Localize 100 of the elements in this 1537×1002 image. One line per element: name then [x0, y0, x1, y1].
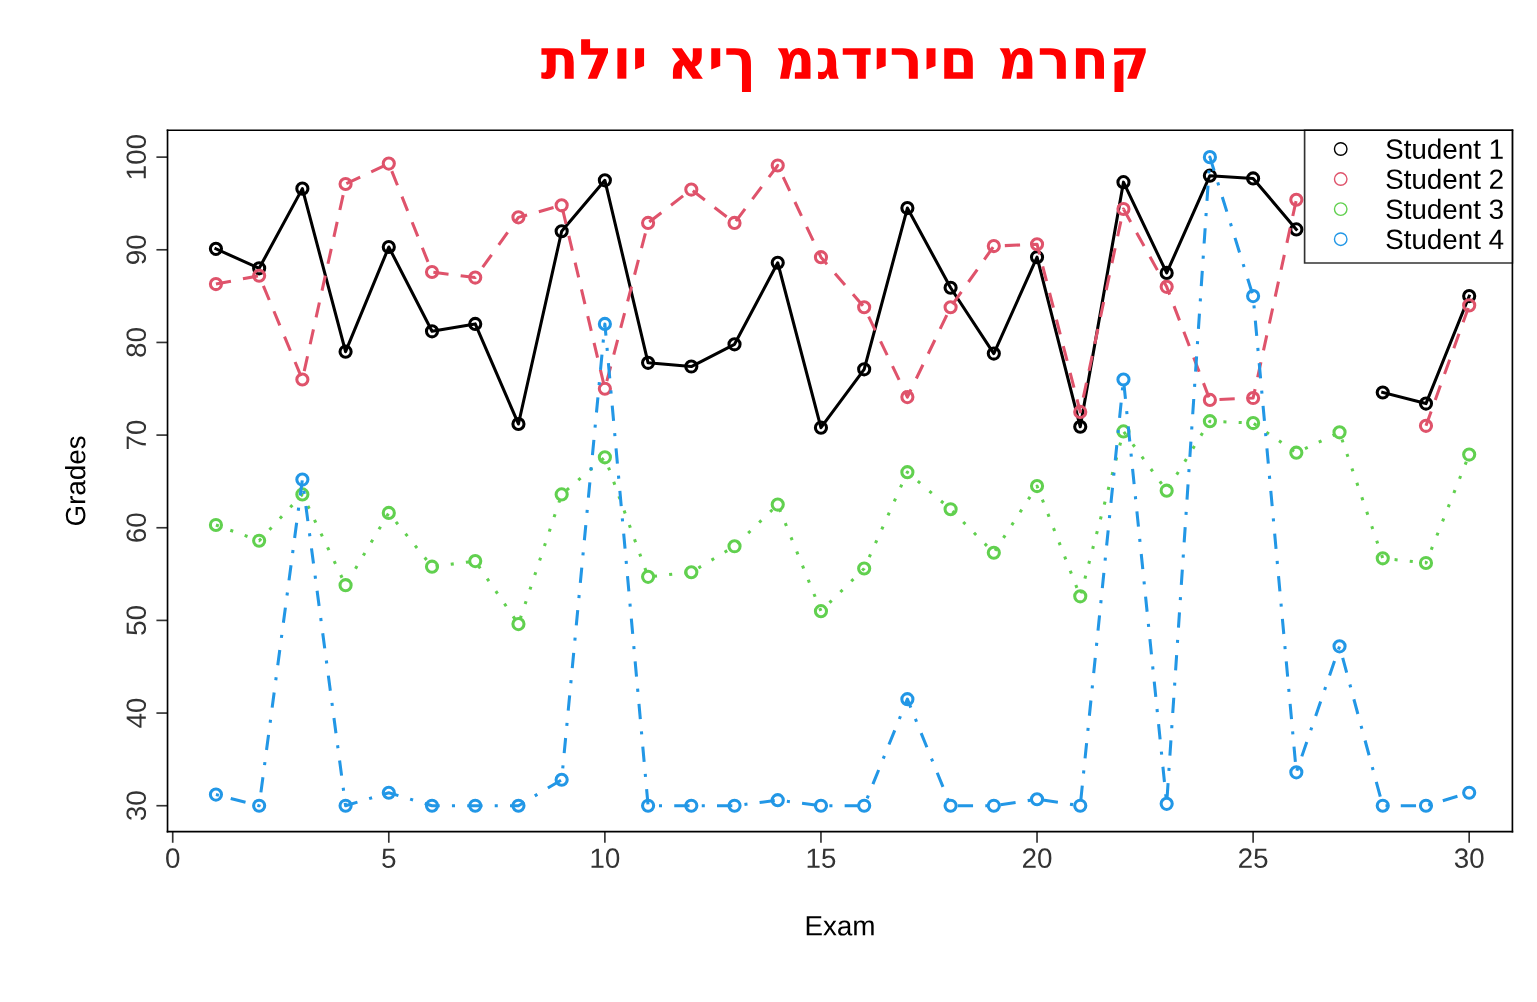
- y-tick-label: 40: [126, 698, 147, 728]
- point: [1418, 555, 1434, 571]
- point: [1116, 175, 1131, 190]
- point: [1073, 404, 1088, 420]
- point: [1116, 372, 1131, 387]
- point: [1029, 792, 1045, 807]
- point: [900, 201, 915, 216]
- point: [1246, 390, 1261, 406]
- point: [770, 255, 785, 270]
- legend-label: Student 4: [1386, 228, 1504, 250]
- point: [857, 798, 872, 813]
- point: [511, 798, 526, 813]
- point: [511, 416, 526, 432]
- point: [986, 238, 1001, 254]
- point: [943, 502, 958, 517]
- point: [684, 182, 699, 197]
- point: [1159, 265, 1174, 281]
- point: [943, 280, 958, 295]
- text: תלוי איך מגדירים מרחק: [541, 39, 1146, 93]
- point: [468, 798, 483, 813]
- point: [1418, 798, 1434, 813]
- point: [295, 472, 310, 487]
- point: [641, 569, 656, 584]
- point: [468, 316, 483, 331]
- point: [1418, 418, 1434, 433]
- point: [1202, 392, 1217, 407]
- point: [727, 798, 742, 813]
- point: [727, 215, 742, 230]
- point: [295, 181, 310, 196]
- point: [684, 565, 699, 580]
- point: [468, 554, 483, 569]
- point: [641, 355, 656, 370]
- legend-label: Student 3: [1386, 198, 1503, 220]
- point: [900, 465, 915, 480]
- y-tick-label: 60: [126, 513, 147, 542]
- point: [597, 450, 612, 465]
- point: [338, 176, 353, 192]
- point: [813, 420, 829, 435]
- point: [1246, 289, 1261, 304]
- point: [1462, 785, 1477, 800]
- legend-label: Student 2: [1386, 168, 1503, 190]
- point: [857, 362, 872, 377]
- point: [1462, 298, 1477, 313]
- point: [857, 300, 872, 315]
- point: [597, 381, 612, 396]
- point: [813, 798, 829, 813]
- point: [424, 264, 440, 280]
- point: [338, 798, 353, 813]
- point: [424, 324, 440, 339]
- y-tick-label: 90: [126, 235, 147, 264]
- point: [252, 533, 267, 548]
- point: [1202, 414, 1217, 429]
- point: [511, 210, 526, 225]
- x-tick-label: 25: [1239, 848, 1268, 869]
- point: [252, 268, 267, 283]
- point: [381, 785, 396, 800]
- point: [1462, 447, 1477, 462]
- point: [1375, 551, 1390, 566]
- point: [1116, 201, 1131, 217]
- point: [1289, 222, 1304, 237]
- point: [1375, 385, 1390, 400]
- point: [252, 798, 267, 813]
- point: [900, 692, 915, 707]
- point: [857, 561, 872, 576]
- point: [1029, 237, 1045, 252]
- point: [900, 390, 915, 405]
- point: [511, 617, 526, 632]
- y-tick-label: 30: [126, 791, 147, 821]
- x-tick-label: 5: [382, 848, 396, 869]
- point: [554, 224, 569, 239]
- point: [381, 239, 396, 255]
- point: [554, 487, 569, 502]
- point: [468, 270, 483, 285]
- point: [770, 497, 785, 512]
- legend-label: Student 1: [1386, 138, 1503, 159]
- x-axis-title: Exam: [806, 916, 874, 936]
- point: [943, 798, 958, 813]
- point: [1289, 192, 1304, 207]
- x-tick-label: 30: [1454, 848, 1484, 869]
- point: [597, 316, 612, 331]
- point: [424, 798, 440, 813]
- point: [813, 604, 829, 619]
- y-tick-label: 50: [126, 606, 147, 635]
- point: [554, 198, 569, 213]
- point: [1289, 445, 1304, 460]
- point: [1073, 589, 1088, 604]
- x-tick-label: 10: [591, 848, 620, 869]
- point: [338, 578, 353, 593]
- point: [1159, 796, 1174, 811]
- point: [208, 787, 224, 802]
- point: [684, 359, 699, 374]
- point: [295, 372, 310, 387]
- point: [1332, 425, 1347, 440]
- point: [1202, 150, 1217, 165]
- x-tick-label: 20: [1022, 848, 1052, 869]
- point: [986, 346, 1001, 361]
- y-axis-title: Grades: [65, 436, 86, 526]
- point: [641, 215, 656, 230]
- point: [770, 793, 785, 808]
- point: [381, 505, 396, 521]
